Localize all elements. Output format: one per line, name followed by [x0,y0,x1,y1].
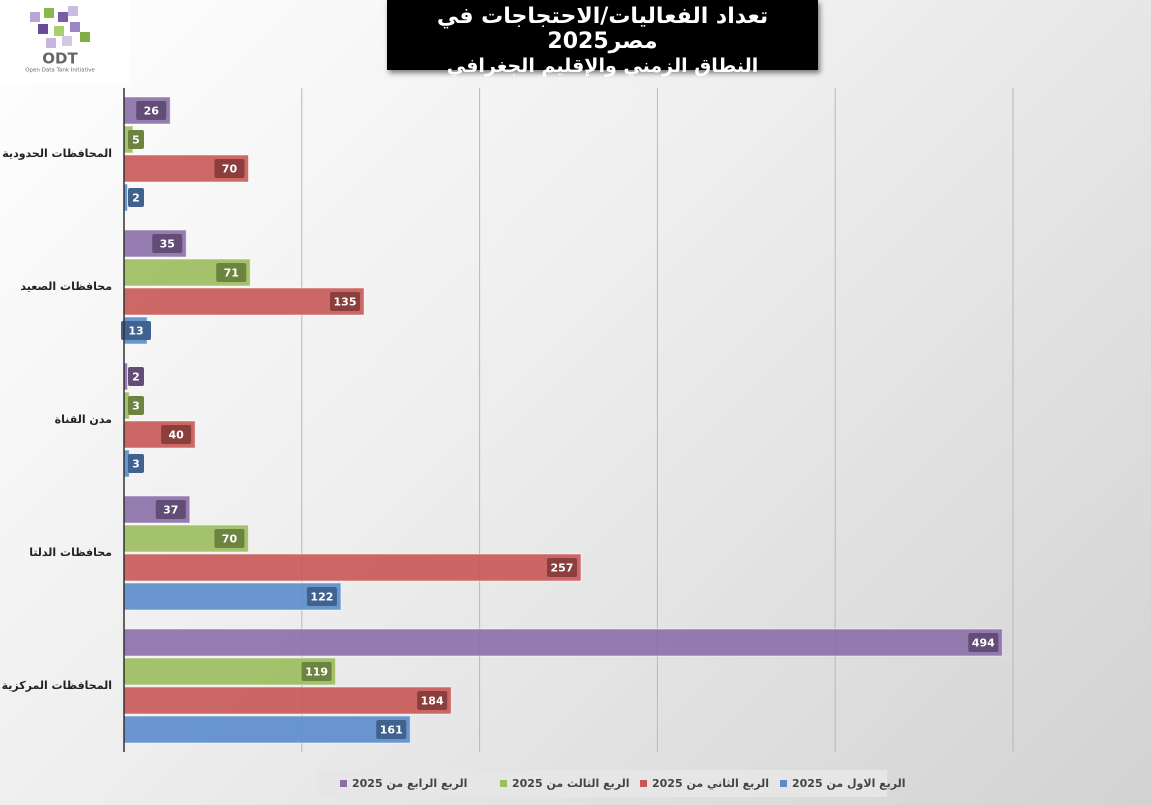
bar [123,449,130,478]
data-label-box [214,529,245,548]
data-label-box [121,321,151,340]
bar [123,553,582,582]
logo-title: ODT [42,50,78,68]
y-tick-label: المحافظات الحدودية [2,147,112,160]
bar [123,258,251,287]
legend-label: الربع الرابع من 2025 [352,777,467,790]
data-label: 70 [222,163,238,176]
data-label-box [417,691,448,710]
data-label-box [306,587,337,606]
data-label: 71 [224,267,239,280]
legend-box [318,770,887,797]
bar [123,391,130,420]
data-label: 257 [550,562,573,575]
data-label-box [376,720,407,739]
bar [123,229,187,258]
legend-swatch [780,780,787,787]
data-label: 70 [222,533,238,546]
bar [123,96,171,125]
data-label: 5 [132,134,140,147]
legend-label: الربع الثاني من 2025 [652,777,769,790]
data-label: 135 [334,296,357,309]
data-label-box [161,425,192,444]
chart-subtitle: النطاق الزمني والإقليم الجغرافي [446,55,759,77]
data-label: 184 [421,695,444,708]
bar [123,183,129,212]
bar [123,420,196,449]
bar [123,495,191,524]
data-label-box [128,454,144,473]
data-label: 40 [168,429,184,442]
y-tick-label: محافظات الدلتا [29,546,112,559]
bar [123,524,249,553]
data-label-box [155,500,186,519]
data-label-box [128,130,144,149]
logo-cubes [30,6,90,48]
logo: ODT Open Data Tank Initiative [0,0,130,84]
data-label: 3 [132,400,140,413]
bar [123,316,148,345]
legend-swatch [340,780,347,787]
y-tick-label: المحافظات المركزية [2,679,112,692]
bar [123,154,249,183]
bar [123,362,129,391]
data-label: 2 [132,192,140,205]
data-label-box [301,662,332,681]
data-label-box [128,367,144,386]
data-label-box [546,558,577,577]
logo-graphic: ODT Open Data Tank Initiative [25,6,95,74]
data-label: 26 [144,105,160,118]
bar [123,657,337,686]
data-label-box [128,396,144,415]
data-label-box [330,292,361,311]
data-label: 13 [128,325,143,338]
data-label: 35 [160,238,175,251]
logo-subtitle: Open Data Tank Initiative [25,68,95,74]
y-tick-label: محافظات الصعيد [20,280,112,293]
data-label-box [128,188,144,207]
bar [123,686,452,715]
legend-label: الربع الاول من 2025 [792,777,906,790]
data-label: 494 [972,637,995,650]
data-label-box [136,101,167,120]
y-tick-label: مدن القناة [55,413,112,426]
legend-swatch [500,780,507,787]
data-label-box [968,633,999,652]
bar [123,287,365,316]
data-label: 122 [310,591,333,604]
bar [123,715,411,744]
data-label: 161 [380,724,403,737]
legend-label: الربع الثالث من 2025 [512,777,630,790]
chart-title: تعداد الفعاليات/الاحتجاجات في مصر2025 [436,4,769,54]
data-label-box [214,159,245,178]
data-label: 3 [132,458,140,471]
data-label: 119 [305,666,328,679]
data-label: 2 [132,371,140,384]
data-label-box [152,234,183,253]
data-label-box [216,263,247,282]
title-box: تعداد الفعاليات/الاحتجاجات في مصر2025 ال… [387,0,818,77]
data-label: 37 [163,504,178,517]
bar [123,125,134,154]
bar [123,582,342,611]
bar [123,628,1003,657]
legend-swatch [640,780,647,787]
